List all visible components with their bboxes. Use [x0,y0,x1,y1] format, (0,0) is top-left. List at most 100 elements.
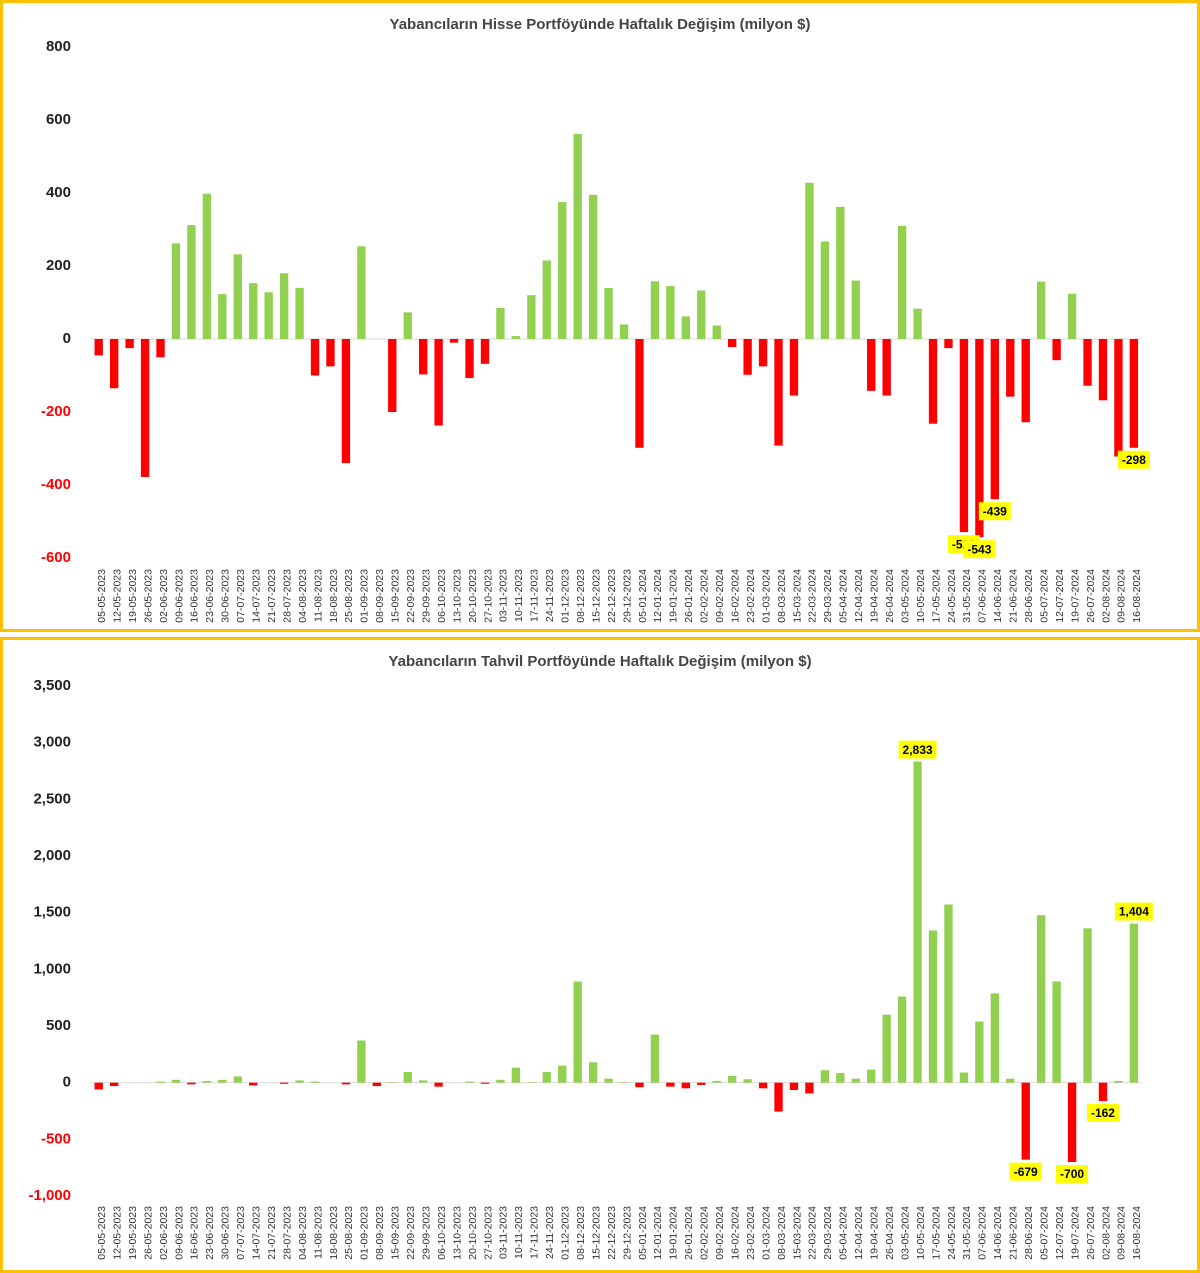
x-tick-label: 03-05-2024 [899,1206,911,1260]
x-tick-label: 19-07-2024 [1069,569,1081,623]
y-tick-label: 1,000 [33,960,71,977]
x-tick-label: 16-02-2024 [729,1206,741,1260]
x-tick-label: 09-06-2023 [173,1206,185,1260]
bar [295,287,304,339]
x-tick-label: 13-10-2023 [451,1206,463,1260]
x-tick-label: 26-04-2024 [884,569,896,623]
bar [233,1076,242,1083]
x-tick-label: 12-05-2023 [111,569,123,623]
x-tick-label: 01-12-2023 [560,569,572,623]
bar [959,339,969,533]
x-tick-label: 31-05-2024 [961,1206,973,1260]
bar [218,1079,227,1083]
x-tick-label: 05-01-2024 [637,1206,649,1260]
y-tick-label: 0 [63,330,71,347]
bar [619,324,629,339]
x-tick-label: 02-02-2024 [699,1206,711,1260]
x-tick-label: 10-05-2024 [915,1206,927,1260]
bar [1114,1080,1123,1083]
bar [233,254,242,339]
bar [743,1079,752,1083]
bar [1098,1082,1108,1102]
x-tick-label: 12-07-2024 [1054,1206,1066,1260]
x-tick-label: 02-02-2024 [699,569,711,623]
bar [527,295,536,339]
x-tick-label: 12-04-2024 [853,1206,865,1260]
bar [279,273,289,339]
x-tick-label: 12-01-2024 [652,1206,664,1260]
bar [681,1082,690,1089]
x-tick-label: 09-08-2024 [1116,1206,1128,1260]
x-tick-label: 15-12-2023 [590,569,602,623]
chart: Yabancıların Hisse Portföyünde Haftalık … [41,16,1150,623]
x-tick-label: 19-05-2023 [127,569,139,623]
x-tick-label: 01-12-2023 [560,1206,572,1260]
chart-panel: Yabancıların Tahvil Portföyünde Haftalık… [0,637,1200,1273]
x-tick-label: 08-09-2023 [374,569,386,623]
x-tick-label: 22-03-2024 [807,1206,819,1260]
bar [310,1081,320,1083]
x-tick-label: 14-06-2024 [992,569,1004,623]
chart: Yabancıların Tahvil Portföyünde Haftalık… [28,653,1153,1260]
bar [527,1082,536,1083]
bar [913,761,922,1083]
x-tick-label: 10-05-2024 [915,569,927,623]
bar [944,904,953,1083]
bar [434,339,443,426]
bar [1067,293,1077,339]
bar [171,243,181,339]
x-tick-label: 07-06-2024 [977,1206,989,1260]
bar [218,294,227,339]
x-tick-label: 16-08-2024 [1131,1206,1143,1260]
bar [789,1082,799,1091]
bar [419,339,428,375]
x-tick-label: 09-02-2024 [714,569,726,623]
x-tick-label: 02-06-2023 [158,569,170,623]
x-tick-label: 02-06-2023 [158,1206,170,1260]
y-tick-label: -1,000 [28,1187,71,1204]
x-tick-label: 01-03-2024 [760,1206,772,1260]
x-tick-label: 12-05-2023 [111,1206,123,1260]
x-tick-label: 30-06-2023 [220,569,232,623]
x-tick-label: 15-12-2023 [590,1206,602,1260]
x-tick-label: 29-09-2023 [420,1206,432,1260]
x-tick-label: 23-06-2023 [204,1206,216,1260]
bar [434,1082,443,1087]
bar [728,1075,737,1083]
x-tick-label: 05-07-2024 [1038,569,1050,623]
x-tick-label: 18-08-2023 [328,569,340,623]
bar [928,930,938,1083]
y-tick-label: 2,000 [33,847,71,864]
x-tick-label: 10-11-2023 [513,1206,525,1259]
data-label-text: -679 [1014,1165,1038,1179]
bar [279,1082,289,1084]
bar [341,1082,351,1085]
bar [650,1034,660,1083]
data-label-box [1009,1162,1042,1181]
data-label: -439 [978,502,1011,521]
x-tick-label: 08-03-2024 [776,1206,788,1260]
x-tick-label: 09-02-2024 [714,1206,726,1260]
y-tick-label: 1,500 [33,904,71,921]
bar [743,339,752,375]
y-tick-label: 600 [46,111,71,128]
bar [867,1069,876,1083]
x-tick-label: 26-05-2023 [142,569,154,623]
bar [619,1082,629,1083]
bar [403,1071,412,1083]
bar [94,339,103,356]
data-label: 2,833 [898,740,937,759]
bar [604,287,613,339]
data-label-text: -700 [1060,1167,1084,1181]
bar [897,996,907,1083]
x-tick-label: 01-03-2024 [760,569,772,623]
bar [805,182,814,339]
x-tick-label: 23-02-2024 [745,1206,757,1260]
bar [511,336,521,339]
bar [588,194,598,339]
bar [975,339,984,538]
x-tick-label: 18-08-2023 [328,1206,340,1260]
bar [882,339,891,396]
bar [511,1067,521,1083]
